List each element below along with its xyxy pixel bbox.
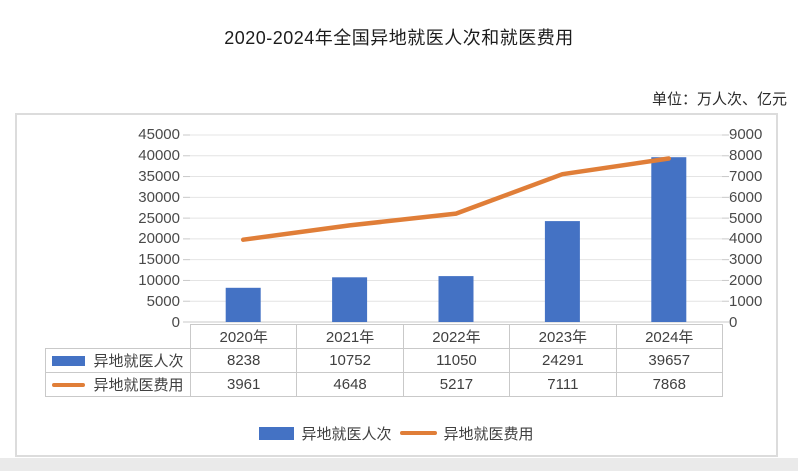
y-axis-left-label: 10000	[138, 272, 180, 290]
table-cell: 24291	[509, 348, 617, 373]
legend-item: 异地就医费用	[399, 423, 534, 444]
y-axis-right-label: 0	[729, 313, 738, 331]
y-axis-left-label: 25000	[138, 209, 180, 227]
legend-label: 异地就医费用	[443, 425, 534, 443]
table-row: 异地就医人次 8238 10752 11050 24291 39657	[45, 348, 723, 373]
page-bottom-strip	[0, 458, 798, 471]
y-axis-left-label: 35000	[138, 167, 180, 185]
bar-2023年	[544, 221, 580, 322]
legend-line-swatch-icon	[399, 431, 437, 435]
y-axis-left: 45000 40000 35000 30000 25000 20000 15000 10000…	[112, 126, 180, 332]
table-corner-cell	[46, 325, 191, 349]
y-axis-right-label: 1000	[729, 293, 763, 310]
table-cell: 5217	[402, 372, 511, 397]
table-col-header: 2020年	[189, 324, 298, 349]
bar-2022年	[438, 276, 474, 322]
y-axis-right: 9000 8000 7000 6000 5000 4000 3000 2000 1000 0	[729, 126, 784, 332]
table-cell: 10752	[296, 348, 404, 373]
y-axis-right-label: 6000	[729, 188, 763, 206]
y-axis-left-label: 15000	[138, 251, 180, 269]
legend: 异地就医人次 异地就医费用	[17, 422, 776, 444]
bar-2020年	[225, 287, 261, 322]
table-col-header: 2023年	[509, 324, 617, 349]
series-name: 异地就医人次	[93, 353, 184, 370]
table-cell: 8238	[189, 348, 298, 373]
y-axis-left-label: 0	[171, 313, 180, 331]
chart-panel: 45000 40000 35000 30000 25000 20000 15000 10000…	[15, 113, 778, 457]
y-axis-left-label: 20000	[138, 230, 180, 248]
y-axis-left-label: 45000	[138, 126, 180, 143]
y-axis-right-label: 9000	[729, 126, 763, 143]
table-row-label: 异地就医人次	[45, 348, 191, 373]
unit-label: 单位：万人次、亿元	[651, 91, 787, 108]
legend-bar-swatch-icon	[259, 426, 295, 440]
y-axis-left-label: 30000	[138, 188, 180, 206]
table-row-label: 异地就医费用	[45, 372, 191, 397]
series-name: 异地就医费用	[93, 377, 184, 394]
y-axis-right-label: 8000	[729, 146, 763, 164]
y-axis-right-label: 7000	[729, 167, 763, 185]
table-cell: 7868	[615, 372, 723, 397]
line-swatch-icon	[52, 382, 86, 387]
data-table-grid: 2020年 2021年 2022年 2023年 2024年异地就医人次 8238 10752…	[45, 324, 723, 397]
table-cell: 3961	[189, 372, 298, 397]
plot-area	[183, 134, 729, 323]
y-axis-right-label: 5000	[729, 209, 763, 227]
y-axis-right-label: 4000	[729, 230, 763, 248]
y-axis-right-label: 2000	[729, 272, 763, 290]
table-cell: 7111	[509, 372, 617, 397]
bar-2024年	[651, 157, 687, 322]
y-axis-left-label: 5000	[146, 293, 180, 310]
data-table: 2020年 2021年 2022年 2023年 2024年异地就医人次 8238 10752…	[45, 324, 723, 397]
table-col-header: 2021年	[296, 324, 404, 349]
table-col-header: 2022年	[402, 324, 511, 349]
y-axis-left-label: 40000	[138, 146, 180, 164]
bar-2021年	[332, 277, 368, 322]
legend-label: 异地就医人次	[301, 425, 392, 443]
chart-title: 2020-2024年全国异地就医人次和就医费用	[224, 28, 574, 48]
table-cell: 39657	[615, 348, 723, 373]
legend-item: 异地就医人次	[259, 423, 392, 444]
table-row: 异地就医费用 3961 4648 5217 7111 7868	[45, 372, 723, 397]
table-col-header: 2024年	[615, 324, 723, 349]
trend-line	[240, 156, 672, 242]
bar-swatch-icon	[52, 355, 86, 366]
table-cell: 11050	[402, 348, 511, 373]
table-cell: 4648	[296, 372, 404, 397]
y-axis-right-label: 3000	[729, 251, 763, 269]
